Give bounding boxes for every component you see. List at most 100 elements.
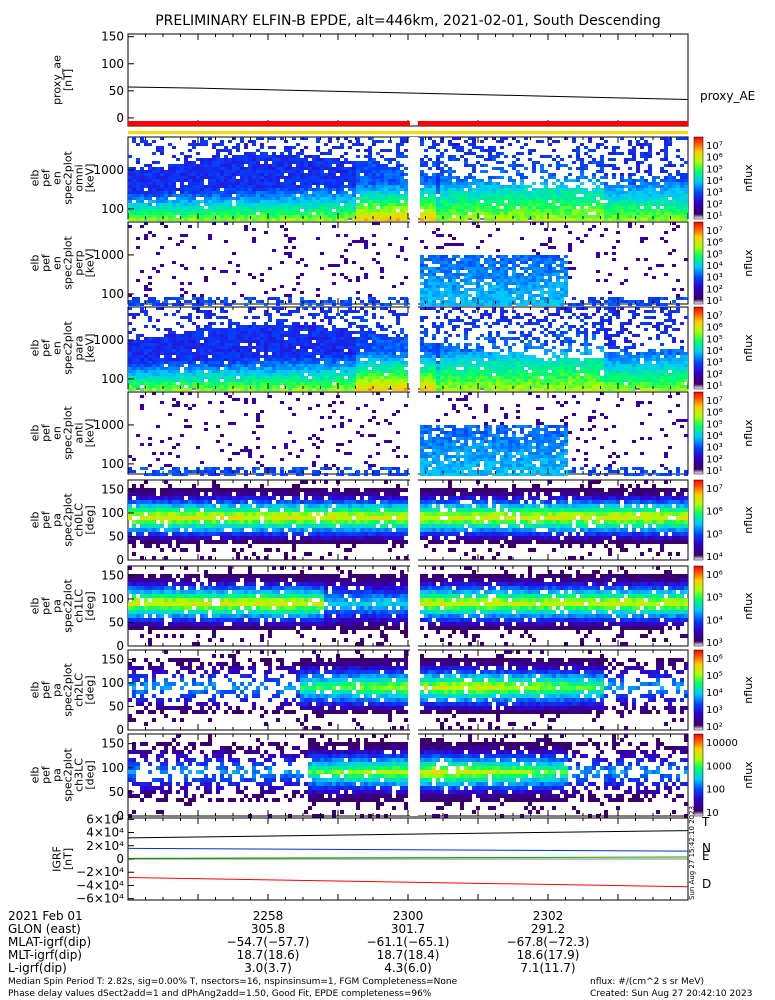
energy_all-cell	[304, 209, 308, 212]
energy_all-cell	[304, 194, 308, 197]
energy_all-cell	[180, 152, 184, 155]
energy_all-cell	[280, 137, 284, 140]
proxy-ae-line	[127, 86, 689, 100]
energy_all-cell	[648, 215, 652, 218]
energy_all-cell	[648, 155, 652, 158]
energy_trapped-cell	[564, 267, 568, 270]
energy_all-cell	[232, 167, 236, 170]
energy_para-cell	[208, 334, 212, 337]
energy_all-cell	[448, 218, 452, 221]
energy_all-cell	[212, 179, 216, 182]
energy_para-cell	[288, 346, 292, 349]
energy_all-cell	[344, 152, 348, 155]
energy_all-cell	[184, 188, 188, 191]
energy_all-cell	[276, 161, 280, 164]
energy_para-cell	[224, 379, 228, 382]
energy_trapped-cell	[444, 276, 448, 279]
energy_all-cell	[188, 209, 192, 212]
energy_all-ylabel: elbpefenspec2plotomni[keV]	[29, 151, 97, 205]
energy_trapped-cell	[652, 297, 656, 300]
energy_para-cell	[132, 376, 136, 379]
energy_all-cell	[336, 167, 340, 170]
energy_trapped-cell	[636, 300, 640, 303]
energy_para-cell	[200, 385, 204, 388]
energy_trapped-cell	[448, 279, 452, 282]
energy_para-cell	[276, 337, 280, 340]
energy_all-cell	[564, 164, 568, 167]
energy_para-cell	[284, 373, 288, 376]
energy_all-cell	[644, 152, 648, 155]
energy_all-cell	[592, 161, 596, 164]
energy_trapped-cell	[420, 273, 424, 276]
energy_para-cell	[220, 340, 224, 343]
energy_all-cell	[364, 212, 368, 215]
energy_trapped-cell	[364, 240, 368, 243]
energy_trapped-cell	[172, 261, 176, 264]
energy_all-cell	[420, 179, 424, 182]
energy_trapped-colorbar-tick: 10⁵	[706, 249, 723, 260]
energy_para-cell	[280, 352, 284, 355]
energy_para-cell	[132, 367, 136, 370]
energy_para-cell	[224, 310, 228, 313]
energy_all-cell	[180, 194, 184, 197]
energy_all-cell	[500, 203, 504, 206]
energy_all-cell	[504, 191, 508, 194]
energy_para-cell	[148, 349, 152, 352]
energy_all-cell	[444, 218, 448, 221]
energy_all-cell	[208, 164, 212, 167]
energy_all-cell	[620, 179, 624, 182]
energy_trapped-cell	[672, 228, 676, 231]
energy_all-cell	[472, 212, 476, 215]
energy_para-cell	[140, 310, 144, 313]
energy_all-cell	[480, 179, 484, 182]
energy_trapped-cell	[220, 300, 224, 303]
energy_trapped-cell	[496, 303, 500, 306]
energy_all-cell	[432, 176, 436, 179]
energy_trapped-cell	[420, 258, 424, 261]
energy_all-cell	[620, 191, 624, 194]
energy_para-cell	[152, 355, 156, 358]
energy_para-cell	[232, 334, 236, 337]
energy_all-cell	[304, 188, 308, 191]
energy_para-cell	[256, 343, 260, 346]
energy_trapped-cell	[432, 297, 436, 300]
energy_trapped-cell	[452, 276, 456, 279]
energy_trapped-cell	[432, 273, 436, 276]
energy_all-cell	[136, 188, 140, 191]
energy_all-cell	[328, 200, 332, 203]
energy_all-cell	[236, 215, 240, 218]
energy_all-cell	[528, 206, 532, 209]
energy_para-cell	[244, 325, 248, 328]
energy_all-cell	[272, 206, 276, 209]
energy_all-cell	[448, 203, 452, 206]
energy_all-cell	[236, 173, 240, 176]
energy_para-cell	[260, 346, 264, 349]
energy_all-cell	[244, 218, 248, 221]
energy_all-cell	[376, 170, 380, 173]
energy_para-cell	[220, 307, 224, 310]
energy_all-cell	[320, 182, 324, 185]
energy_all-cell	[264, 170, 268, 173]
energy_para-cell	[184, 376, 188, 379]
energy_para-cell	[288, 370, 292, 373]
energy_trapped-cell	[492, 294, 496, 297]
energy_trapped-cell	[248, 297, 252, 300]
energy_all-cell	[168, 143, 172, 146]
energy_trapped-cell	[480, 297, 484, 300]
energy_all-cell	[648, 188, 652, 191]
energy_all-cell	[392, 209, 396, 212]
energy_all-cell	[212, 170, 216, 173]
energy_all-cell	[376, 161, 380, 164]
energy_para-cell	[216, 355, 220, 358]
energy_trapped-cell	[492, 279, 496, 282]
energy_all-cell	[496, 194, 500, 197]
energy_all-cell	[508, 179, 512, 182]
energy_all-cell	[168, 179, 172, 182]
energy_all-cell	[272, 176, 276, 179]
energy_trapped-cell	[492, 303, 496, 306]
energy_all-cell	[276, 167, 280, 170]
energy_all-cell	[536, 212, 540, 215]
energy_all-cell	[556, 197, 560, 200]
energy_all-cell	[532, 149, 536, 152]
energy_trapped-cell	[264, 303, 268, 306]
